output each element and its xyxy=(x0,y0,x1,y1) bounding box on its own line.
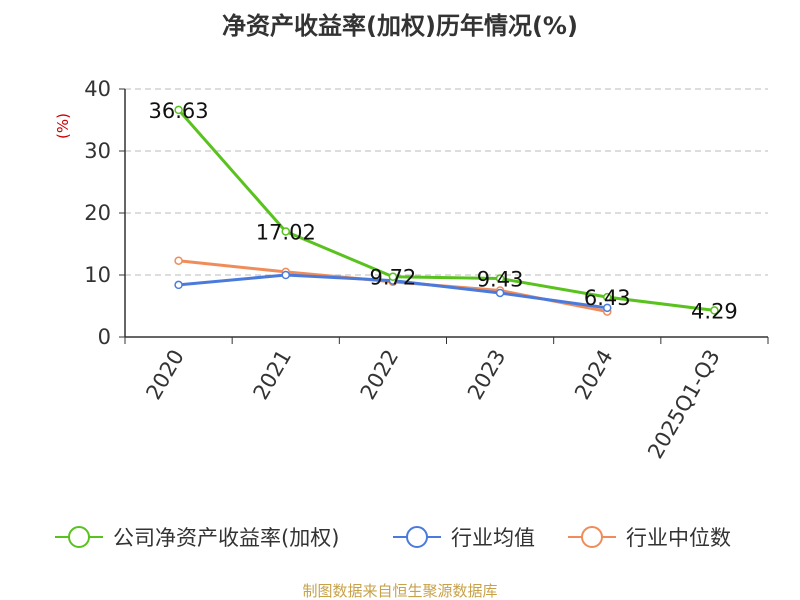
data-point[interactable] xyxy=(388,272,398,281)
data-point[interactable] xyxy=(495,288,505,298)
legend-label: 行业均值 xyxy=(451,526,535,550)
data-label: 9.43 xyxy=(477,268,524,292)
x-tick-label: 2024 xyxy=(570,346,618,404)
y-tick-label: 10 xyxy=(84,263,111,287)
data-point[interactable] xyxy=(174,256,183,265)
x-tick-label: 2023 xyxy=(463,346,511,404)
data-label: 17.02 xyxy=(256,220,316,244)
data-point[interactable] xyxy=(281,270,290,280)
legend-swatch-marker xyxy=(406,526,428,548)
y-tick-label: 40 xyxy=(84,77,111,101)
legend-label: 公司净资产收益率(加权) xyxy=(113,526,339,550)
data-label: 4.29 xyxy=(691,299,738,323)
axes: 0 10 20 30 40 2020 2021 2022 2023 2024 2025Q1-Q3 xyxy=(84,77,769,463)
data-point[interactable] xyxy=(495,274,505,283)
data-label: 9.72 xyxy=(370,266,417,290)
legend[interactable]: 公司净资产收益率(加权) 行业均值 行业中位数 xyxy=(55,526,731,550)
y-tick-label: 0 xyxy=(98,325,111,349)
x-tick-label: 2021 xyxy=(249,346,297,404)
y-axis-unit: (%) xyxy=(54,113,72,139)
data-point[interactable] xyxy=(281,227,290,236)
y-tick-label: 30 xyxy=(84,139,111,163)
legend-swatch-marker xyxy=(68,526,90,548)
data-point[interactable] xyxy=(603,292,612,302)
data-label: 36.63 xyxy=(149,99,209,123)
legend-item[interactable]: 行业中位数 xyxy=(568,526,731,550)
y-tick-label: 20 xyxy=(84,201,111,225)
data-labels: 36.63 17.02 9.72 9.43 6.43 4.29 xyxy=(149,99,738,324)
legend-item[interactable]: 公司净资产收益率(加权) xyxy=(55,526,339,550)
x-tick-label: 2025Q1-Q3 xyxy=(643,346,725,463)
data-label: 6.43 xyxy=(584,286,631,310)
data-point[interactable] xyxy=(174,280,183,290)
data-point[interactable] xyxy=(710,306,719,315)
data-point[interactable] xyxy=(174,105,183,115)
grid xyxy=(125,88,768,276)
legend-swatch-marker xyxy=(581,526,603,548)
series xyxy=(174,105,719,316)
x-tick-label: 2020 xyxy=(141,346,189,404)
source-note: 制图数据来自恒生聚源数据库 xyxy=(302,582,497,600)
legend-item[interactable]: 行业均值 xyxy=(393,526,535,550)
legend-label: 行业中位数 xyxy=(626,526,731,550)
x-tick-label: 2022 xyxy=(356,346,404,404)
chart-title: 净资产收益率(加权)历年情况(%) xyxy=(222,12,578,40)
data-point[interactable] xyxy=(603,303,612,313)
series-line xyxy=(177,108,715,312)
